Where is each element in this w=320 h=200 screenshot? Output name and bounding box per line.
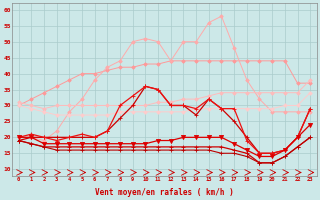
X-axis label: Vent moyen/en rafales ( km/h ): Vent moyen/en rafales ( km/h ): [95, 188, 234, 197]
